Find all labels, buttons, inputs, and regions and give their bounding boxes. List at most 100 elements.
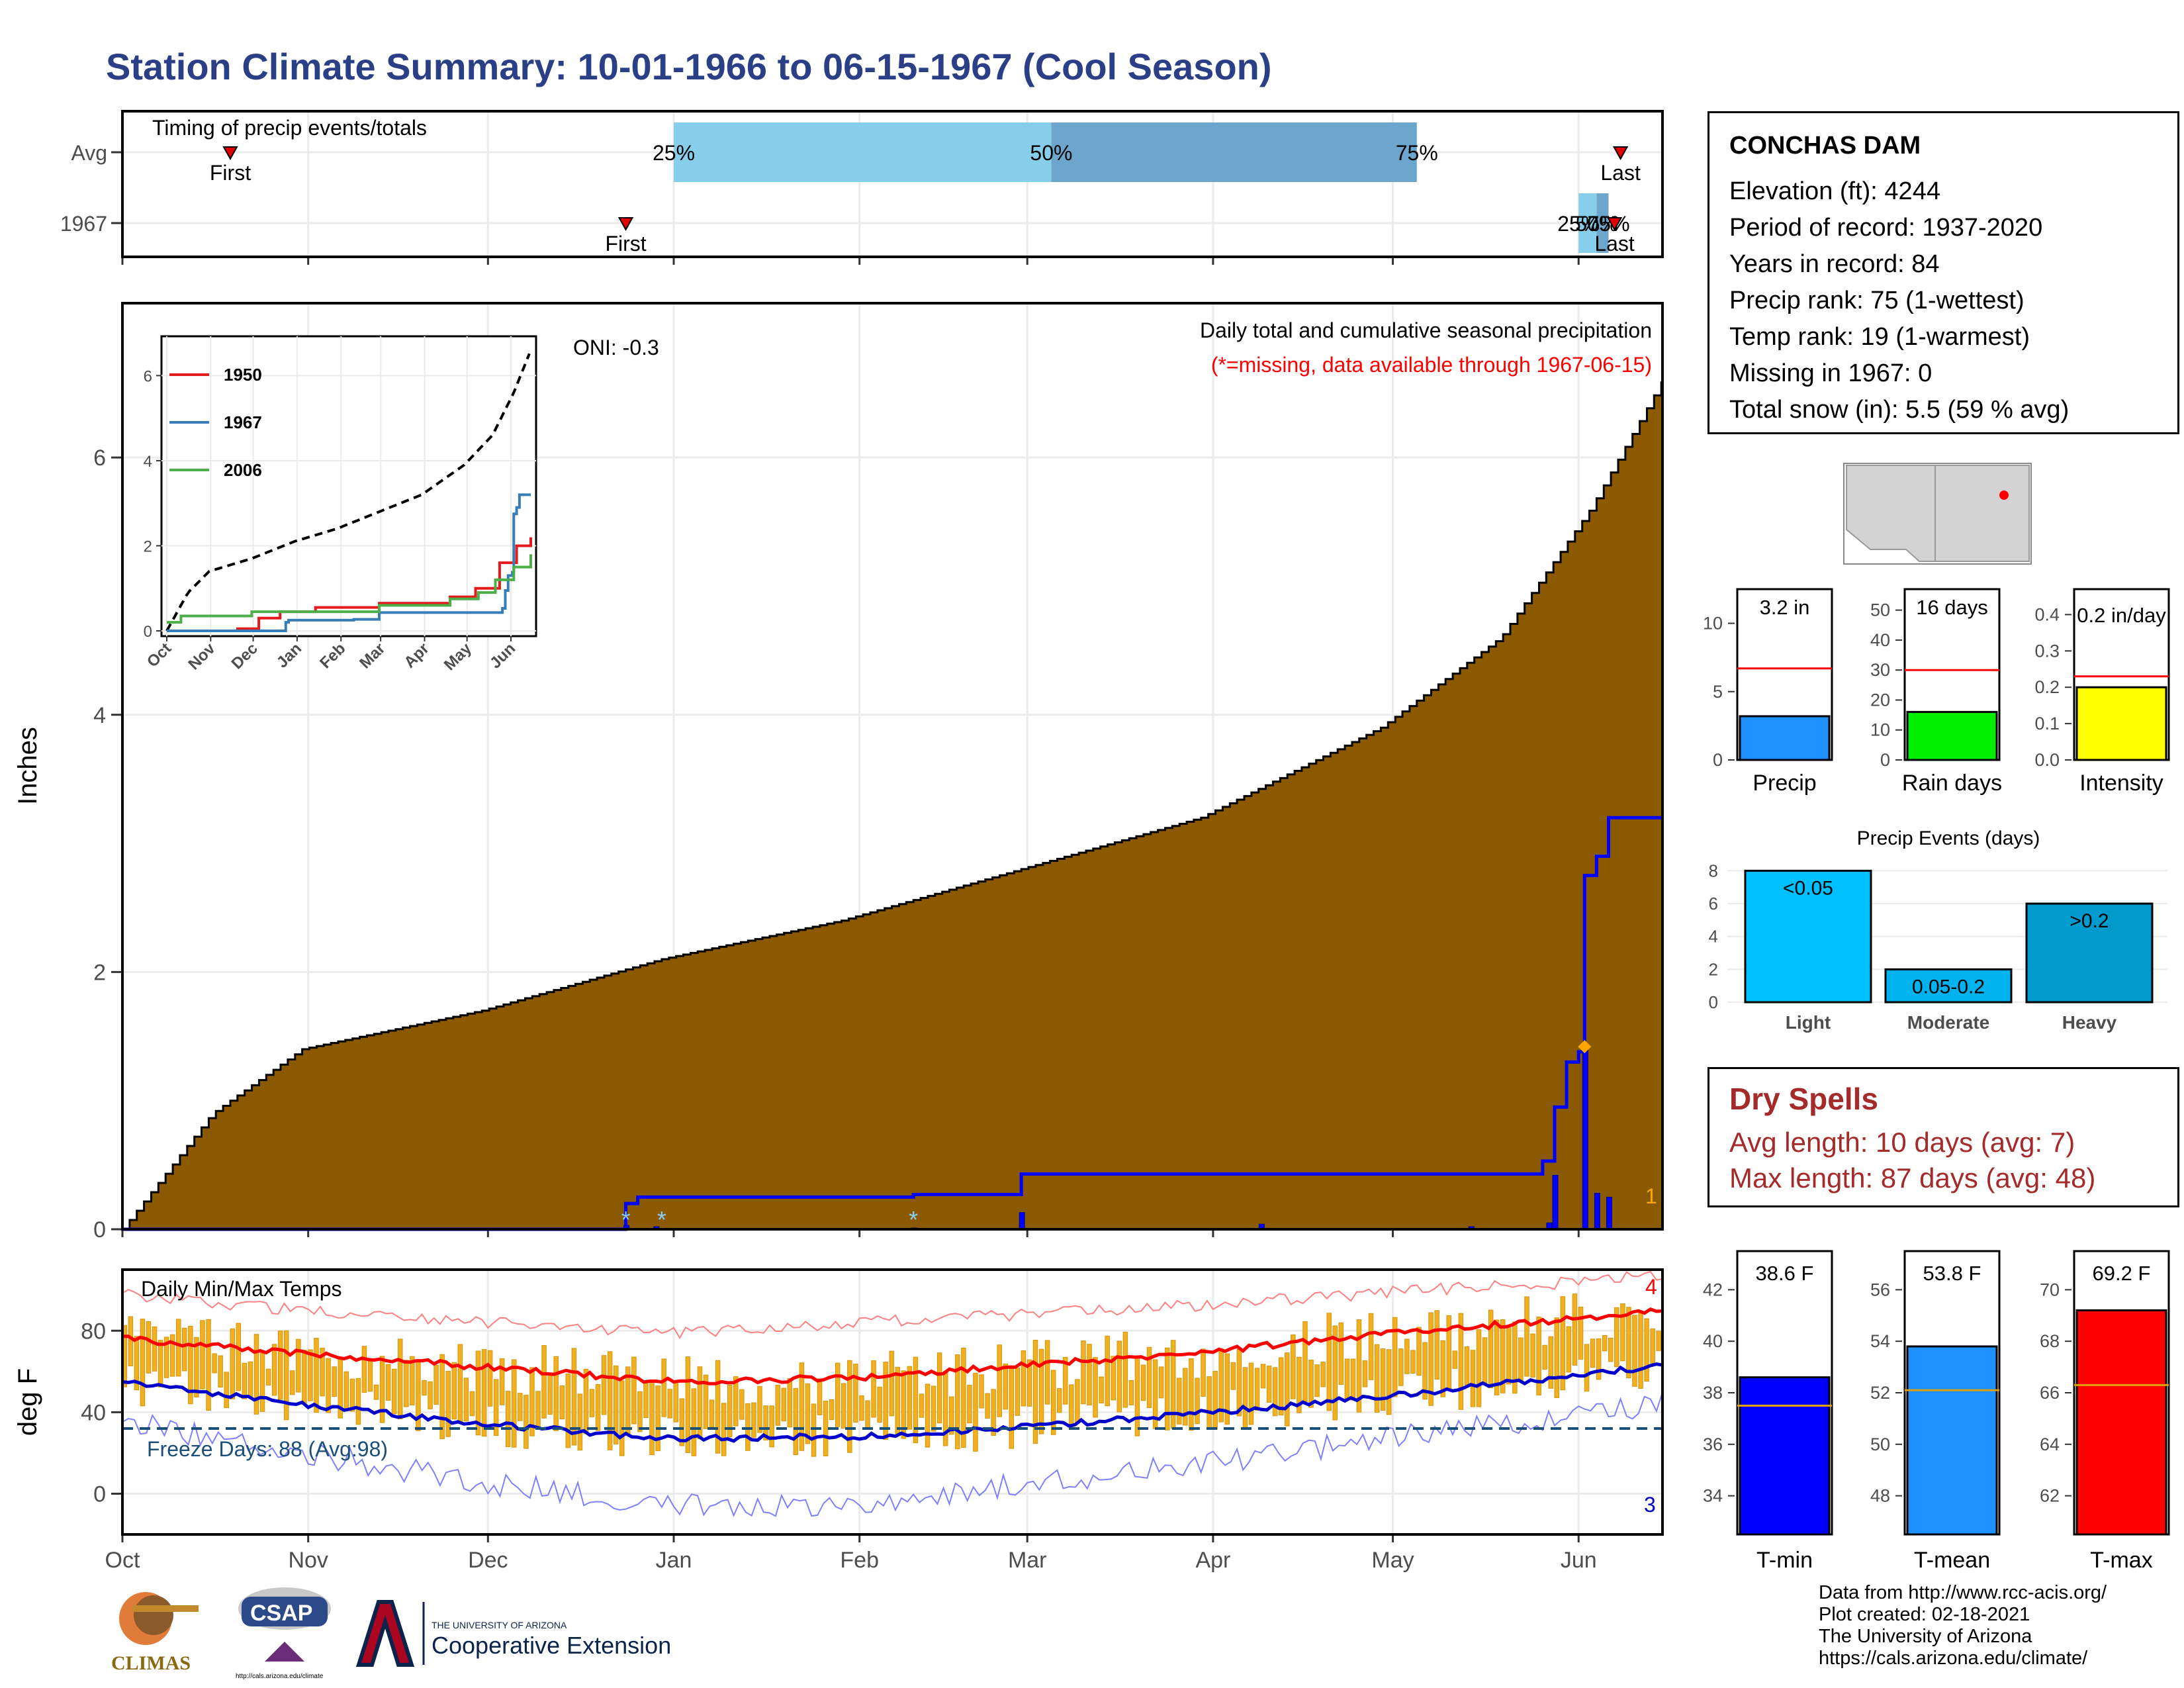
temps-daily-bar	[439, 1354, 445, 1439]
precip-events-chart: Precip Events (days) 0 2 4 6 8 <0.05 Light 0.05-…	[1707, 821, 2179, 1039]
temps-daily-bar	[1183, 1368, 1188, 1426]
temps-daily-bar	[1260, 1364, 1266, 1389]
temps-daily-bar	[811, 1403, 817, 1457]
temps-daily-bar	[218, 1355, 223, 1388]
temps-daily-bar	[1566, 1326, 1572, 1373]
credit-university: The University of Arizona	[1819, 1626, 2032, 1647]
temps-xtick-label: Dec	[468, 1548, 508, 1573]
timing-last-label: Last	[1594, 232, 1635, 256]
temps-daily-bar	[212, 1353, 217, 1374]
temps-daily-bar	[296, 1338, 301, 1393]
events-ytick-label: 6	[1709, 894, 1718, 914]
station-temp-rank: Temp rank: 19 (1-warmest)	[1729, 323, 2030, 351]
temps-daily-bar	[1542, 1344, 1547, 1370]
temps-daily-bar	[1099, 1376, 1104, 1403]
temps-daily-bar	[907, 1366, 913, 1430]
temps-daily-bar	[991, 1389, 996, 1436]
temps-daily-bar	[1212, 1370, 1218, 1430]
temps-daily-bar	[1470, 1350, 1476, 1407]
temps-daily-bar	[175, 1319, 181, 1377]
precip-ytick-label: 2	[93, 960, 106, 985]
temps-daily-bar	[499, 1358, 505, 1405]
inset-ytick-label: 6	[144, 367, 152, 385]
events-category: Moderate	[1907, 1012, 1989, 1033]
temps-daily-bar	[1428, 1312, 1433, 1406]
station-period: Period of record: 1937-2020	[1729, 214, 2043, 242]
csap-text: CSAP	[250, 1601, 312, 1626]
events-bar-label: <0.05	[1783, 877, 1833, 899]
temps-ylabel: deg F	[13, 1368, 42, 1436]
timing-bar-50-75	[1051, 122, 1417, 182]
summary-temp-ytick-label: 34	[1703, 1486, 1723, 1506]
temps-daily-bar	[649, 1382, 655, 1456]
timing-title: Timing of precip events/totals	[152, 116, 427, 140]
temps-daily-bar	[1386, 1349, 1392, 1415]
temps-daily-bar	[793, 1387, 799, 1456]
summary-precip-ytick-label: 20	[1870, 690, 1890, 710]
temps-daily-bar	[1380, 1348, 1386, 1411]
temps-daily-bar	[685, 1356, 691, 1454]
temps-daily-bar	[1554, 1317, 1560, 1398]
summary-temp-ytick-label: 64	[2040, 1434, 2060, 1454]
temps-daily-bar	[655, 1385, 660, 1452]
precip-missing-marker: *	[621, 1206, 631, 1233]
station-missing: Missing in 1967: 0	[1729, 359, 1933, 387]
precip-daily-bar	[1552, 1174, 1559, 1230]
temps-daily-bar	[781, 1387, 786, 1422]
temps-daily-bar	[739, 1389, 745, 1420]
summary-precip-ytick-label: 0	[1713, 750, 1723, 770]
temps-daily-bar	[733, 1376, 739, 1427]
temps-daily-bar	[931, 1385, 936, 1432]
temps-daily-bar	[841, 1383, 846, 1429]
temps-record-high-count: 4	[1645, 1275, 1657, 1299]
temps-daily-bar	[236, 1323, 242, 1391]
summary-temp-ytick-label: 50	[1870, 1434, 1890, 1454]
temps-ytick-label: 40	[81, 1400, 106, 1425]
temps-daily-bar	[1189, 1358, 1194, 1431]
events-bar	[2025, 902, 2154, 1004]
temps-daily-bar	[571, 1348, 577, 1446]
temps-daily-bar	[925, 1383, 931, 1448]
temps-daily-bar	[188, 1326, 193, 1405]
temps-daily-bar	[1254, 1368, 1260, 1411]
logos: CLIMAS CSAP http://cals.arizona.edu/clim…	[111, 1587, 671, 1680]
events-ytick-label: 8	[1709, 861, 1718, 880]
events-bar-label: >0.2	[2070, 910, 2109, 932]
inset-legend-label: 1950	[224, 365, 262, 385]
credit-url: https://cals.arizona.edu/climate/	[1819, 1648, 2088, 1669]
temps-daily-bar	[1584, 1344, 1590, 1392]
precip-daily-bar	[1606, 1196, 1613, 1230]
temps-daily-bar	[1416, 1327, 1422, 1376]
temps-daily-bar	[535, 1391, 541, 1430]
temps-daily-bar	[1614, 1307, 1619, 1368]
summary-precip-category: Precip	[1752, 771, 1816, 796]
temps-avg-min-line	[122, 1362, 1663, 1443]
temps-daily-bar	[451, 1362, 457, 1420]
temps-daily-bar	[1500, 1319, 1506, 1393]
temps-daily-bar	[326, 1358, 331, 1413]
timing-last-marker	[1612, 146, 1629, 161]
temps-daily-bar	[901, 1370, 907, 1439]
inset-ytick-label: 2	[144, 538, 152, 555]
dry-spells-box: Dry Spells Avg length: 10 days (avg: 7) …	[1707, 1067, 2179, 1207]
temps-daily-bar	[775, 1384, 780, 1426]
inset-series-1967	[167, 493, 531, 632]
temps-daily-bar	[1206, 1376, 1212, 1430]
summary-precip-bar	[2075, 686, 2167, 761]
temps-daily-bar	[1404, 1338, 1410, 1374]
temps-daily-bar	[1063, 1356, 1068, 1405]
temps-daily-bar	[1596, 1338, 1602, 1380]
temps-daily-bar	[919, 1393, 925, 1418]
events-bar	[1884, 968, 2013, 1004]
events-category: Heavy	[2062, 1012, 2117, 1033]
temps-daily-bar	[883, 1362, 888, 1440]
precip-title: Daily total and cumulative seasonal prec…	[1200, 318, 1652, 342]
precip-ytick-label: 0	[93, 1217, 106, 1243]
temps-daily-bar	[1344, 1358, 1350, 1399]
temps-daily-bar	[1572, 1293, 1578, 1366]
station-snow: Total snow (in): 5.5 (59 % avg)	[1729, 396, 2070, 424]
temps-daily-bar	[1081, 1340, 1086, 1405]
precip-missing-marker: *	[657, 1206, 666, 1233]
temps-daily-bar	[709, 1399, 715, 1428]
temps-daily-bar	[1302, 1321, 1308, 1402]
